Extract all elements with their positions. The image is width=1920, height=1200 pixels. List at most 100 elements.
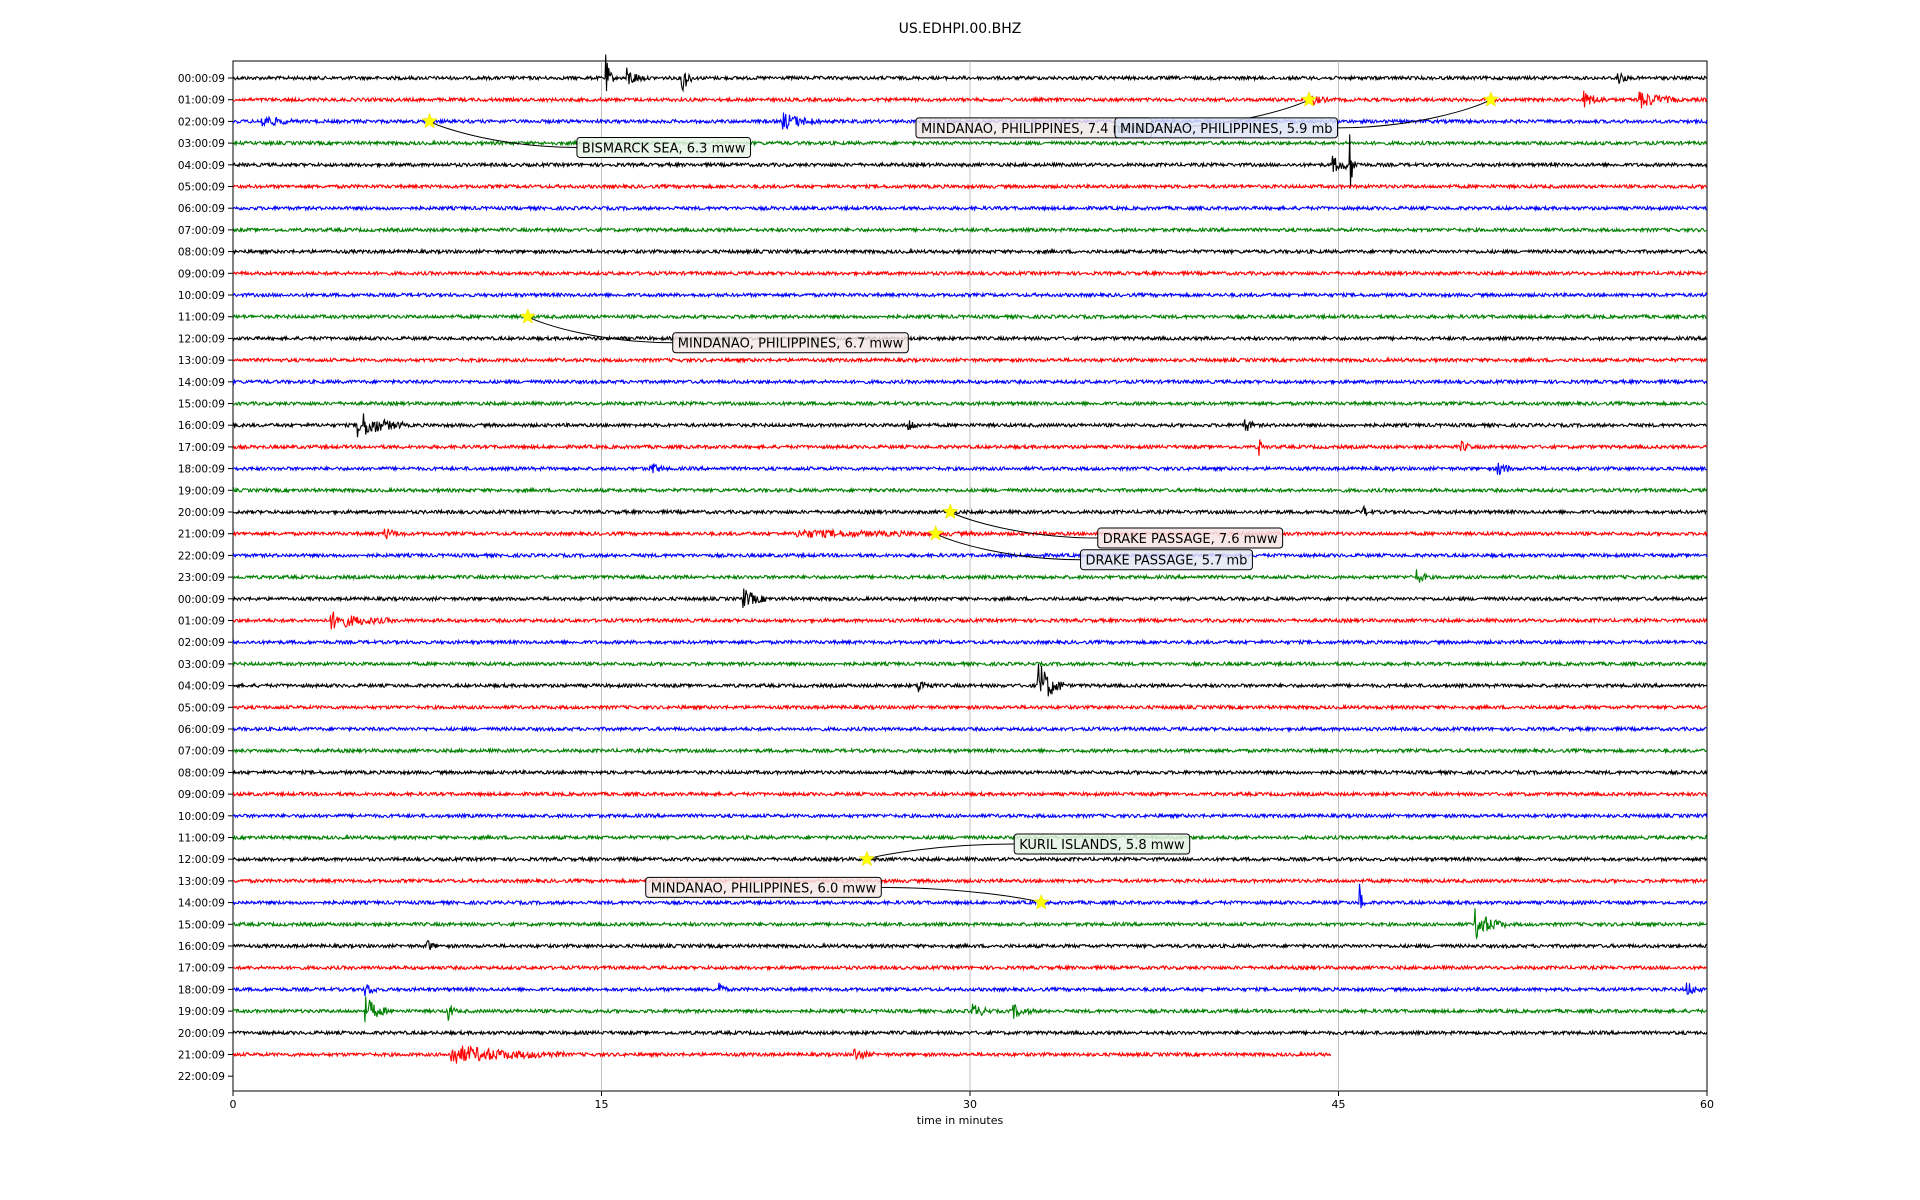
event-star-marker: [1300, 90, 1318, 107]
y-tick-label: 16:00:09: [178, 941, 225, 953]
event-annotation: MINDANAO, PHILIPPINES, 5.9 mb: [1114, 90, 1500, 139]
y-tick-label: 03:00:09: [178, 138, 225, 150]
event-annotation: BISMARCK SEA, 6.3 mww: [421, 112, 752, 158]
event-annotation: MINDANAO, PHILIPPINES, 7.4 mww: [915, 90, 1318, 139]
y-tick-label: 12:00:09: [178, 333, 225, 345]
y-tick-label: 06:00:09: [178, 203, 225, 215]
seismic-trace: [232, 134, 1708, 187]
event-label: BISMARCK SEA, 6.3 mww: [582, 141, 746, 156]
y-tick-label: 21:00:09: [178, 529, 225, 541]
seismic-trace: [232, 462, 1708, 475]
seismic-trace: [232, 90, 1708, 109]
y-tick-label: 08:00:09: [178, 767, 225, 779]
seismic-trace: [232, 182, 1707, 191]
y-tick-label: 06:00:09: [178, 724, 225, 736]
seismic-trace: [232, 399, 1707, 408]
event-star-marker: [858, 850, 876, 867]
event-star-marker: [1032, 893, 1050, 910]
y-tick-label: 02:00:09: [178, 637, 225, 649]
seismic-trace: [232, 855, 1708, 864]
seismic-trace: [232, 247, 1708, 256]
event-label: MINDANAO, PHILIPPINES, 7.4 mww: [921, 122, 1147, 137]
x-tick-label: 15: [595, 1098, 609, 1111]
seismic-trace: [232, 963, 1707, 972]
seismic-trace: [232, 413, 1707, 438]
event-label-box: [672, 332, 909, 354]
event-label: KURIL ISLANDS, 5.8 mww: [1019, 838, 1185, 853]
y-tick-label: 10:00:09: [178, 290, 225, 302]
y-tick-label: 09:00:09: [178, 789, 225, 801]
seismic-trace: [232, 356, 1708, 364]
event-connector: [881, 886, 1042, 904]
seismic-trace: [232, 504, 1707, 516]
event-label-box: [1013, 833, 1191, 855]
seismic-trace: [232, 204, 1707, 213]
y-tick-label: 18:00:09: [178, 984, 225, 996]
y-tick-label: 17:00:09: [178, 442, 225, 454]
seismic-trace: [232, 611, 1708, 630]
event-label-box: [576, 136, 752, 158]
y-tick-label: 03:00:09: [178, 659, 225, 671]
y-tick-label: 01:00:09: [178, 616, 225, 628]
seismic-trace: [232, 746, 1707, 755]
seismic-trace: [232, 790, 1708, 798]
chart-title: US.EDHPI.00.BHZ: [898, 21, 1022, 37]
y-tick-label: 00:00:09: [178, 594, 225, 606]
seismic-trace: [232, 551, 1708, 560]
event-star-marker: [519, 307, 537, 324]
y-tick-label: 11:00:09: [178, 312, 225, 324]
y-tick-label: 22:00:09: [178, 1071, 225, 1083]
seismic-trace: [232, 660, 1708, 668]
y-tick-label: 07:00:09: [178, 746, 225, 758]
event-star-marker: [1482, 90, 1500, 107]
y-tick-label: 05:00:09: [178, 182, 225, 194]
x-tick-label: 30: [963, 1098, 977, 1111]
event-annotation: DRAKE PASSAGE, 7.6 mww: [942, 503, 1284, 549]
seismic-trace: [232, 996, 1708, 1023]
event-label: DRAKE PASSAGE, 7.6 mww: [1103, 532, 1278, 547]
y-tick-label: 09:00:09: [178, 268, 225, 280]
event-label: MINDANAO, PHILIPPINES, 6.7 mww: [678, 337, 904, 352]
event-connector: [935, 533, 1081, 561]
y-tick-label: 04:00:09: [178, 681, 225, 693]
y-tick-label: 19:00:09: [178, 485, 225, 497]
event-connector: [527, 316, 673, 344]
event-connector: [866, 843, 1015, 860]
event-label-box: [1080, 549, 1253, 571]
y-tick-label: 18:00:09: [178, 464, 225, 476]
seismic-trace: [232, 812, 1708, 820]
seismic-trace: [232, 569, 1708, 583]
seismic-trace: [232, 291, 1708, 299]
y-tick-label: 15:00:09: [178, 399, 225, 411]
seismic-trace: [232, 1044, 1332, 1064]
seismic-trace: [232, 1029, 1708, 1037]
event-star-marker: [421, 112, 438, 129]
event-label: MINDANAO, PHILIPPINES, 6.0 mww: [651, 881, 877, 896]
y-tick-label: 02:00:09: [178, 116, 225, 128]
event-star-marker: [942, 503, 959, 520]
y-tick-label: 01:00:09: [178, 95, 225, 107]
seismic-trace: [232, 768, 1708, 777]
event-star-marker: [927, 524, 944, 541]
x-tick-label: 60: [1700, 1098, 1714, 1111]
seismic-trace: [232, 439, 1707, 456]
y-tick-label: 17:00:09: [178, 963, 225, 975]
y-tick-label: 05:00:09: [178, 702, 225, 714]
seismic-trace: [232, 638, 1708, 646]
seismic-trace: [232, 378, 1708, 386]
x-tick-label: 45: [1332, 1098, 1346, 1111]
seismic-trace: [232, 528, 1708, 540]
y-tick-label: 12:00:09: [178, 854, 225, 866]
y-tick-label: 15:00:09: [178, 919, 225, 931]
seismic-trace: [232, 269, 1707, 278]
seismic-trace: [232, 139, 1708, 147]
seismic-trace: [232, 982, 1708, 997]
y-tick-label: 13:00:09: [178, 355, 225, 367]
event-label: DRAKE PASSAGE, 5.7 mb: [1086, 554, 1248, 569]
seismic-trace: [232, 312, 1707, 321]
y-tick-label: 10:00:09: [178, 811, 225, 823]
y-tick-label: 16:00:09: [178, 420, 225, 432]
seismic-trace: [232, 883, 1708, 909]
y-tick-label: 14:00:09: [178, 898, 225, 910]
